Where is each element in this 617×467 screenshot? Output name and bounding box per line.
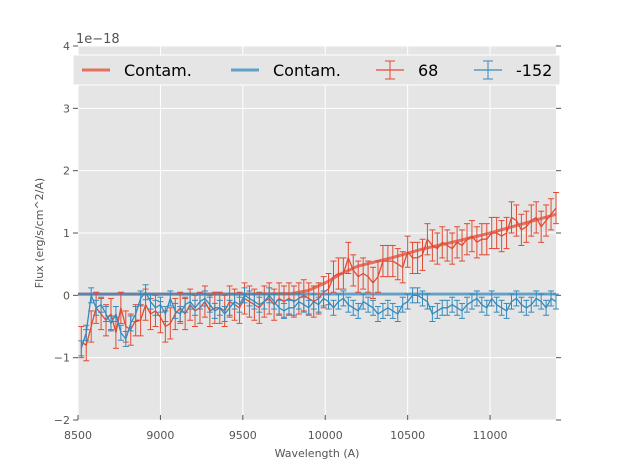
- x-tick-label: 8500: [64, 429, 92, 442]
- axis-ticks: [73, 45, 561, 421]
- x-tick-labels: 8500 9000 9500 10000 10500 11000: [64, 429, 508, 442]
- y-axis-label: Flux (erg/s/cm^2/A): [33, 178, 46, 288]
- y-tick-label: 4: [63, 40, 70, 53]
- x-tick-label: 10500: [390, 429, 425, 442]
- y-tick-label: −2: [54, 414, 70, 427]
- y-offset-label: 1e−18: [76, 32, 120, 47]
- y-tick-label: 3: [63, 102, 70, 115]
- y-tick-label: −1: [54, 352, 70, 365]
- x-tick-label: 11000: [473, 429, 508, 442]
- data-line-3: [80, 291, 557, 349]
- legend-label: Contam.: [273, 61, 341, 80]
- legend-label: Contam.: [124, 61, 192, 80]
- x-axis-label: Wavelength (A): [275, 447, 360, 460]
- y-tick-label: 1: [63, 227, 70, 240]
- data-marks: [78, 191, 559, 362]
- y-tick-labels: −2 −1 0 1 2 3 4: [54, 40, 70, 427]
- y-tick-label: 0: [63, 289, 70, 302]
- y-tick-label: 2: [63, 165, 70, 178]
- legend: Contam. Contam. 68 -152: [72, 54, 561, 86]
- errorbar-series-3: [78, 284, 559, 357]
- legend-label: 68: [418, 61, 438, 80]
- legend-label: -152: [516, 61, 552, 80]
- x-tick-label: 9000: [146, 429, 174, 442]
- x-tick-label: 10000: [308, 429, 343, 442]
- x-tick-label: 9500: [229, 429, 257, 442]
